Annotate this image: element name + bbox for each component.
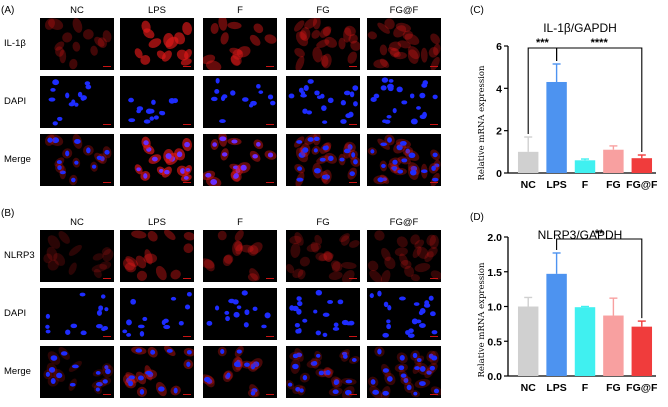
column-label: LPS [148, 5, 166, 16]
micrograph-red [286, 18, 360, 70]
panel-label-c: (C) [470, 5, 484, 16]
micrograph-red [203, 230, 277, 282]
column-label: FG [316, 217, 330, 228]
bar-fg [603, 315, 624, 376]
row-label: NLRP3 [4, 250, 35, 261]
column-label: FG [316, 5, 330, 16]
micrograph-blue [203, 288, 277, 340]
x-tick-label: LPS [546, 179, 566, 191]
micrograph-red [367, 230, 441, 282]
bar-f [574, 307, 596, 376]
significance-bracket [556, 47, 643, 153]
x-tick-label: FG [606, 179, 621, 191]
micrograph-blue [286, 76, 360, 128]
micrograph-blue [120, 288, 194, 340]
micrograph-merge [203, 346, 277, 398]
significance-label: **** [591, 37, 609, 49]
micrograph-red [367, 18, 441, 70]
micrograph-red [120, 18, 194, 70]
bar-chart-nlrp3: NLRP3/GAPDH Relative mRNA expression 0.0… [477, 228, 658, 394]
column-label: F [237, 5, 243, 16]
y-tick-label: 4 [496, 83, 502, 95]
x-tick-label: FG@F [626, 382, 658, 394]
micrograph-blue [367, 288, 441, 340]
column-label: NC [70, 5, 84, 16]
bar-f [574, 160, 596, 173]
significance-label: *** [536, 37, 550, 49]
micrograph-merge [203, 134, 277, 186]
y-tick-label: 1.5 [487, 267, 502, 279]
column-label: F [237, 217, 243, 228]
micrograph-merge [286, 346, 360, 398]
column-label: LPS [148, 217, 166, 228]
row-label: Merge [4, 154, 31, 165]
micrograph-merge [367, 346, 441, 398]
micrograph-red [40, 230, 114, 282]
micrograph-red [40, 18, 114, 70]
chart-title: IL-1β/GAPDH [543, 21, 617, 35]
column-label: FG@F [389, 5, 419, 16]
x-tick-label: FG [606, 382, 621, 394]
bar-fg [603, 149, 624, 173]
micrograph-red [203, 18, 277, 70]
y-axis-label: Relative mRNA expression [477, 262, 487, 378]
bar-lps [546, 81, 567, 173]
row-label: IL-1β [4, 38, 26, 49]
y-tick-label: 1.0 [487, 302, 502, 314]
y-tick-label: 2 [496, 126, 502, 138]
micrograph-merge [40, 346, 114, 398]
y-tick-label: 6 [496, 41, 502, 53]
column-label: FG@F [389, 217, 419, 228]
row-label: DAPI [4, 96, 27, 107]
bar-nc [517, 151, 539, 173]
plot-area: 0.0 0.5 1.0 1.5 2.0 NC LPS F FG FG@F ** [487, 228, 658, 394]
y-tick-label: 0.5 [487, 336, 502, 348]
y-tick-label: 0.0 [487, 371, 502, 383]
bar-fg-at-f [631, 326, 653, 376]
micrograph-blue [203, 76, 277, 128]
chart-title: NLRP3/GAPDH [538, 228, 623, 242]
micrograph-blue [367, 76, 441, 128]
column-label: NC [70, 217, 84, 228]
y-axis-label: Relative mRNA expression [477, 65, 487, 181]
panel-label-d: (D) [470, 212, 484, 223]
micrograph-merge [286, 134, 360, 186]
micrograph-red [286, 230, 360, 282]
x-tick-label: NC [521, 179, 537, 191]
x-tick-label: F [582, 382, 589, 394]
micrograph-blue [120, 76, 194, 128]
row-label: Merge [4, 366, 31, 377]
significance-bracket [556, 238, 643, 319]
bar-fg-at-f [631, 158, 653, 173]
x-tick-label: LPS [546, 382, 566, 394]
x-tick-label: F [582, 179, 589, 191]
micrograph-merge [367, 134, 441, 186]
micrograph-blue [40, 76, 114, 128]
micrograph-red [120, 230, 194, 282]
bar-nc [517, 306, 539, 376]
micrograph-merge [40, 134, 114, 186]
micrograph-merge [120, 134, 194, 186]
panel-label-b: (B) [1, 208, 15, 219]
panel-label-a: (A) [1, 5, 15, 16]
y-tick-label: 2.0 [487, 232, 502, 244]
micrograph-blue [40, 288, 114, 340]
micrograph-merge [120, 346, 194, 398]
y-tick-label: 0 [496, 168, 502, 180]
bar-chart-il1b: IL-1β/GAPDH Relative mRNA expression 0 2 4… [477, 21, 658, 191]
micrograph-blue [286, 288, 360, 340]
row-label: DAPI [4, 308, 27, 319]
significance-label: ** [595, 228, 604, 240]
x-tick-label: NC [521, 382, 537, 394]
bar-lps [546, 273, 567, 376]
x-tick-label: FG@F [626, 179, 658, 191]
